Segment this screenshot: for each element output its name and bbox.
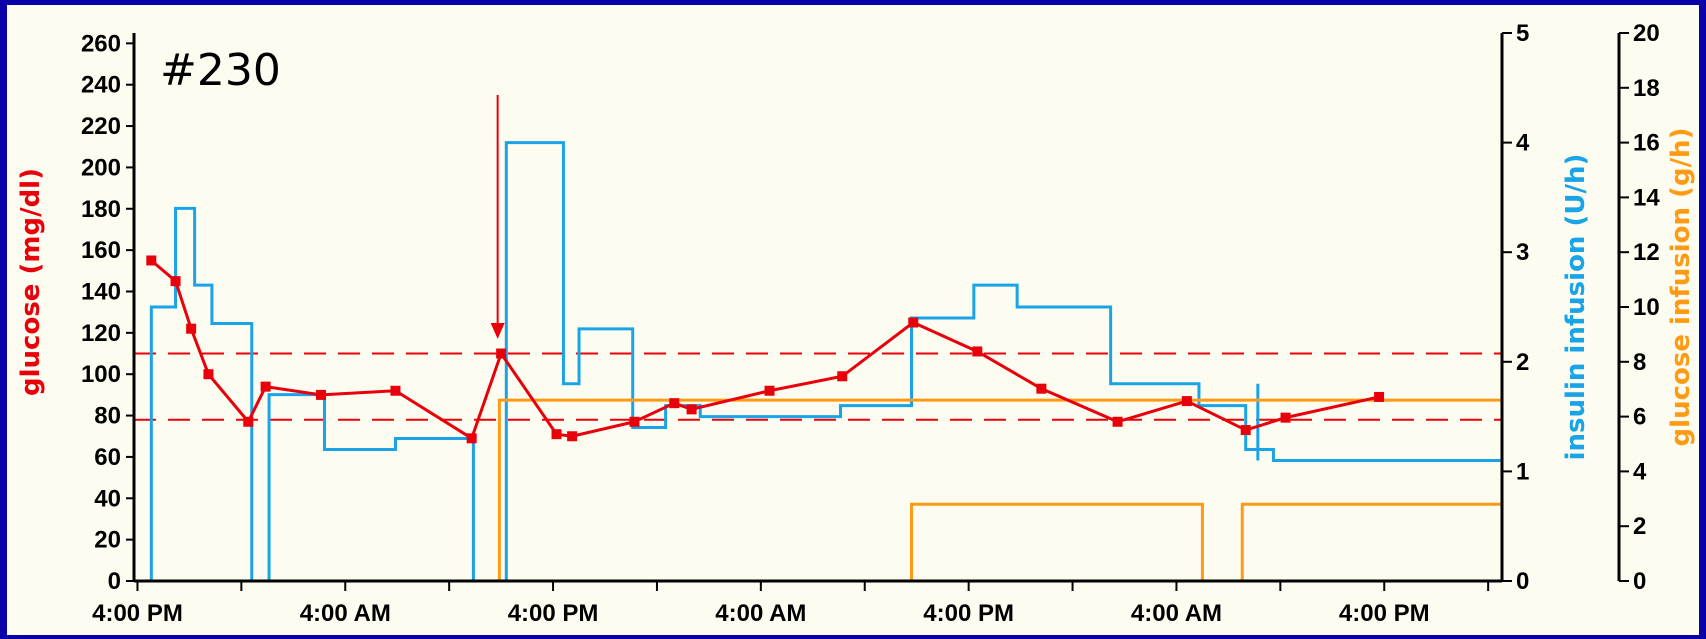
- right2-tick-label: 12: [1633, 239, 1660, 266]
- x-tick-label: 4:00 PM: [1339, 600, 1430, 627]
- glucose-point: [496, 348, 507, 359]
- right2-tick-label: 18: [1633, 75, 1660, 102]
- left-axis-title: glucose (mg/dl): [16, 168, 46, 396]
- right2-tick-label: 14: [1633, 184, 1660, 211]
- chart-frame: 0 20 40 60 80 100 120 140 160 180 200 220 240 260 4:00…: [7, 5, 1699, 635]
- glucose-infusion-lower-0: [910, 502, 1204, 581]
- left-tick-label: 100: [81, 361, 121, 388]
- glucose-point: [686, 404, 697, 415]
- glucose-point: [764, 385, 775, 396]
- glucose-series: [146, 255, 1385, 444]
- right2-tick-label: 10: [1633, 294, 1660, 321]
- glucose-point: [146, 255, 157, 266]
- left-tick-label: 20: [94, 527, 121, 554]
- left-tick-label: 200: [81, 154, 121, 181]
- right1-tick-label: 3: [1516, 239, 1529, 266]
- glucose-point: [1036, 383, 1047, 394]
- glucose-point: [551, 429, 562, 440]
- right2-tick-label: 0: [1633, 568, 1646, 595]
- glucose-infusion-upper: [497, 398, 1502, 581]
- axes: 0204060801001201401601802002202402604:00…: [16, 20, 1696, 627]
- glucose-point: [316, 389, 327, 400]
- glucose-point: [243, 416, 254, 427]
- panel-id: #230: [160, 45, 281, 96]
- x-tick-label: 4:00 AM: [715, 600, 806, 627]
- glucose-point: [972, 346, 983, 357]
- glucose-point: [629, 416, 640, 427]
- glucose-point: [390, 385, 401, 396]
- glucose-point: [1240, 425, 1251, 436]
- left-tick-label: 160: [81, 237, 121, 264]
- glucose-point: [466, 433, 477, 444]
- left-tick-label: 140: [81, 278, 121, 305]
- right2-tick-label: 4: [1633, 458, 1647, 485]
- x-tick-label: 4:00 PM: [92, 600, 183, 627]
- right2-tick-label: 2: [1633, 513, 1646, 540]
- glucose-point: [837, 371, 848, 382]
- glucose-infusion-lower-1: [1240, 502, 1502, 581]
- right2-tick-label: 8: [1633, 349, 1646, 376]
- glucose-point: [908, 317, 919, 328]
- right1-tick-label: 5: [1516, 20, 1529, 47]
- target-band: [134, 352, 1502, 421]
- glucose-point: [567, 431, 578, 442]
- right1-tick-label: 4: [1516, 130, 1530, 157]
- x-tick-label: 4:00 AM: [300, 600, 391, 627]
- right1-tick-label: 0: [1516, 568, 1529, 595]
- left-tick-label: 260: [81, 30, 121, 57]
- left-tick-label: 40: [94, 485, 121, 512]
- right2-tick-label: 16: [1633, 130, 1660, 157]
- glucose-point: [669, 398, 680, 409]
- glucose-point: [1280, 412, 1291, 423]
- glucose-line: [150, 259, 1380, 441]
- glucose-point: [203, 369, 214, 380]
- left-tick-label: 180: [81, 196, 121, 223]
- arrow-head: [490, 323, 505, 339]
- glucose-infusion-series: [497, 398, 1502, 581]
- right2-axis-title: glucose infusion (g/h): [1666, 128, 1696, 447]
- glucose-point: [186, 323, 197, 334]
- x-tick-label: 4:00 AM: [1131, 600, 1222, 627]
- glucose-point: [1374, 391, 1385, 402]
- left-tick-label: 240: [81, 72, 121, 99]
- glucose-point: [170, 276, 181, 287]
- right1-axis-title: insulin infusion (U/h): [1561, 154, 1591, 461]
- glucose-point: [260, 381, 271, 392]
- left-tick-label: 220: [81, 113, 121, 140]
- left-tick-label: 120: [81, 320, 121, 347]
- x-tick-label: 4:00 PM: [508, 600, 599, 627]
- insulin-series: [149, 141, 1502, 583]
- chart-svg: 0204060801001201401601802002202402604:00…: [16, 20, 1696, 627]
- left-tick-label: 0: [108, 568, 121, 595]
- annotation-arrow: [490, 95, 505, 339]
- right2-tick-label: 6: [1633, 404, 1646, 431]
- left-tick-label: 80: [94, 403, 121, 430]
- right2-tick-label: 20: [1633, 20, 1660, 47]
- left-tick-label: 60: [94, 444, 121, 471]
- right1-tick-label: 1: [1516, 458, 1529, 485]
- glucose-point: [1181, 396, 1192, 407]
- glucose-point: [1112, 416, 1123, 427]
- insulin-step-line: [149, 141, 1502, 583]
- x-tick-label: 4:00 PM: [923, 600, 1014, 627]
- right1-tick-label: 2: [1516, 349, 1529, 376]
